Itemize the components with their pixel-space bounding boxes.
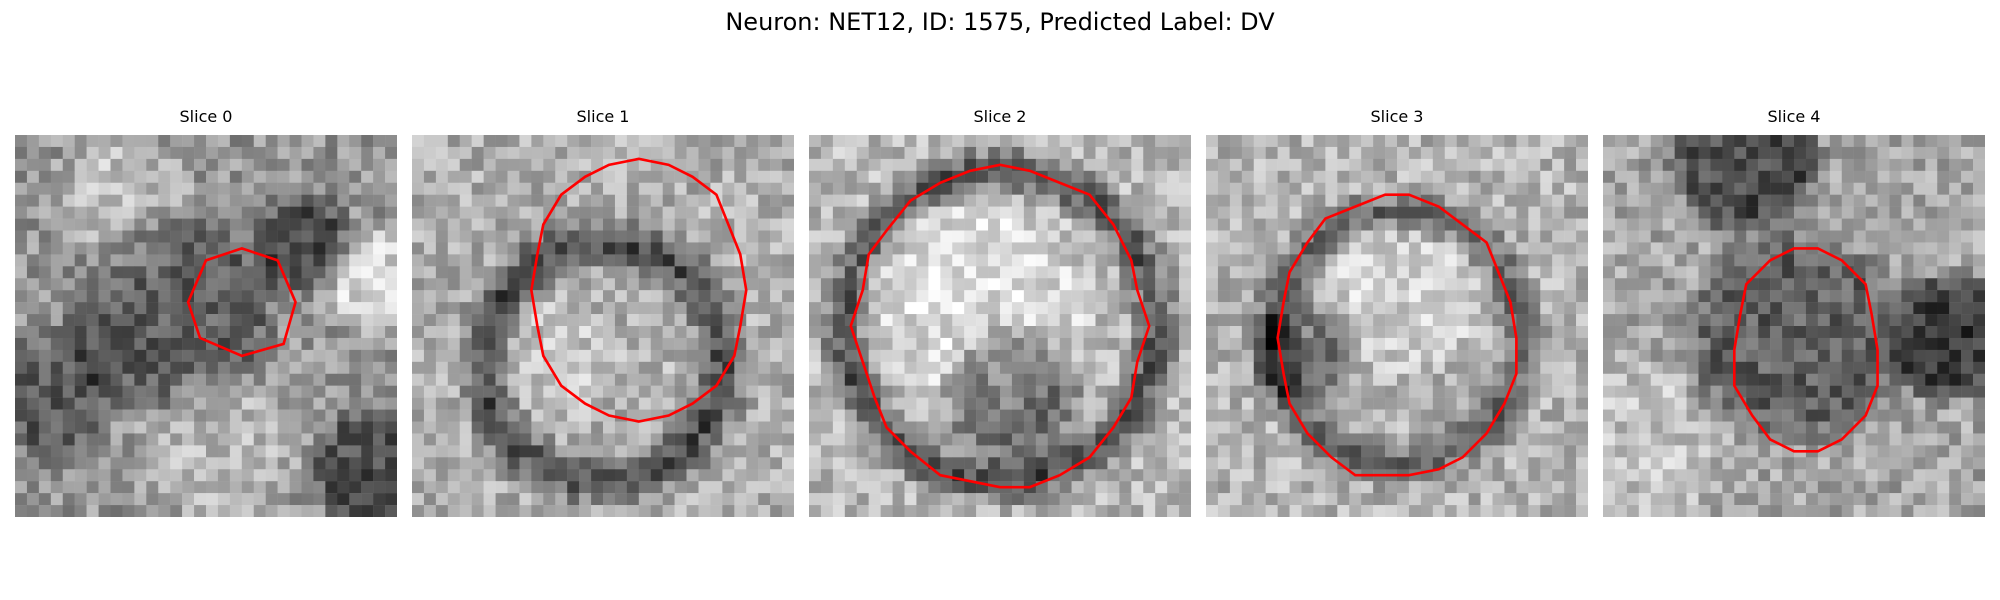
slice-image-4	[1603, 135, 1985, 517]
slice-title-4: Slice 4	[1767, 107, 1821, 126]
slice-title-1: Slice 1	[576, 107, 630, 126]
slice-image-2	[809, 135, 1191, 517]
slice-pixels	[809, 135, 1191, 517]
slice-title-3: Slice 3	[1370, 107, 1424, 126]
figure-title: Neuron: NET12, ID: 1575, Predicted Label…	[725, 8, 1275, 36]
neuron-contour	[530, 157, 748, 423]
neuron-contour	[1732, 247, 1879, 453]
neuron-contour	[1276, 193, 1518, 477]
slice-image-3	[1206, 135, 1588, 517]
slice-title-0: Slice 0	[179, 107, 233, 126]
slice-image-0	[15, 135, 397, 517]
slice-panels: Slice 0 Slice 1 Slice 2 Slice 3 Slice 4	[15, 107, 1985, 517]
slice-panel-4: Slice 4	[1603, 107, 1985, 517]
slice-image-1	[412, 135, 794, 517]
slice-pixels	[1603, 135, 1985, 517]
slice-pixels	[1206, 135, 1588, 517]
slice-pixels	[412, 135, 794, 517]
slice-panel-1: Slice 1	[412, 107, 794, 517]
slice-pixels	[15, 135, 397, 517]
slice-panel-2: Slice 2	[809, 107, 1191, 517]
slice-title-2: Slice 2	[973, 107, 1027, 126]
neuron-contour	[186, 247, 297, 358]
slice-panel-0: Slice 0	[15, 107, 397, 517]
slice-panel-3: Slice 3	[1206, 107, 1588, 517]
neuron-contour	[849, 163, 1151, 489]
